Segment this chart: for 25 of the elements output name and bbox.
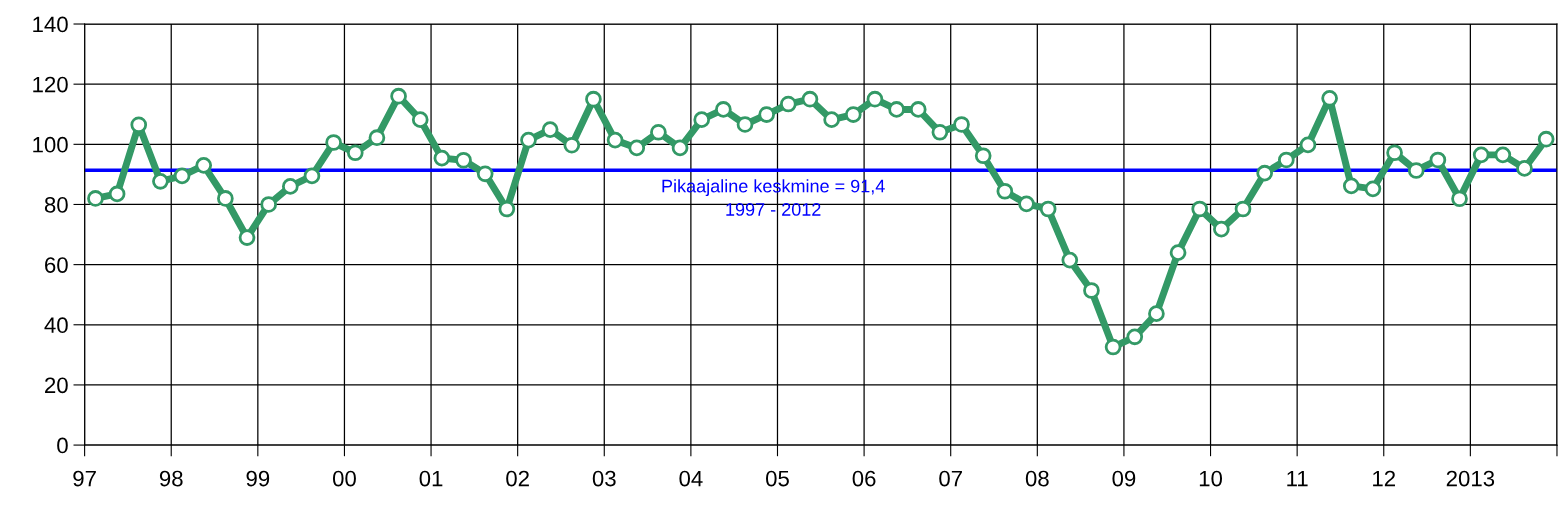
x-tick-label: 05: [766, 470, 789, 487]
x-tick-label: 97: [73, 470, 96, 487]
x-tick-label: 01: [419, 470, 443, 487]
y-tick-label: 100: [33, 136, 68, 153]
x-tick-label: 08: [1025, 470, 1049, 487]
y-tick-label: 0: [57, 437, 68, 454]
x-tick-label: 99: [246, 470, 270, 487]
x-tick-label: 12: [1373, 470, 1395, 487]
x-tick-label: 06: [852, 470, 876, 487]
x-tick-label: 98: [159, 470, 183, 487]
x-tick-label: 04: [679, 470, 703, 487]
x-tick-label: 07: [939, 470, 962, 487]
x-tick-label: 09: [1112, 470, 1136, 487]
x-tick-label: 00: [332, 470, 356, 487]
y-tick-label: 140: [33, 16, 68, 33]
x-tick-label: 11: [1287, 470, 1308, 487]
x-tick-label: 10: [1199, 470, 1223, 487]
y-tick-label: 60: [45, 257, 68, 273]
x-tick-label: 2013: [1446, 470, 1495, 487]
y-tick-label: 120: [33, 76, 68, 93]
y-tick-label: 20: [45, 377, 68, 394]
x-tick-label: 03: [592, 470, 616, 487]
y-tick-label: 80: [44, 197, 68, 213]
y-tick-label: 40: [44, 317, 68, 334]
x-tick-label: 02: [506, 470, 529, 487]
